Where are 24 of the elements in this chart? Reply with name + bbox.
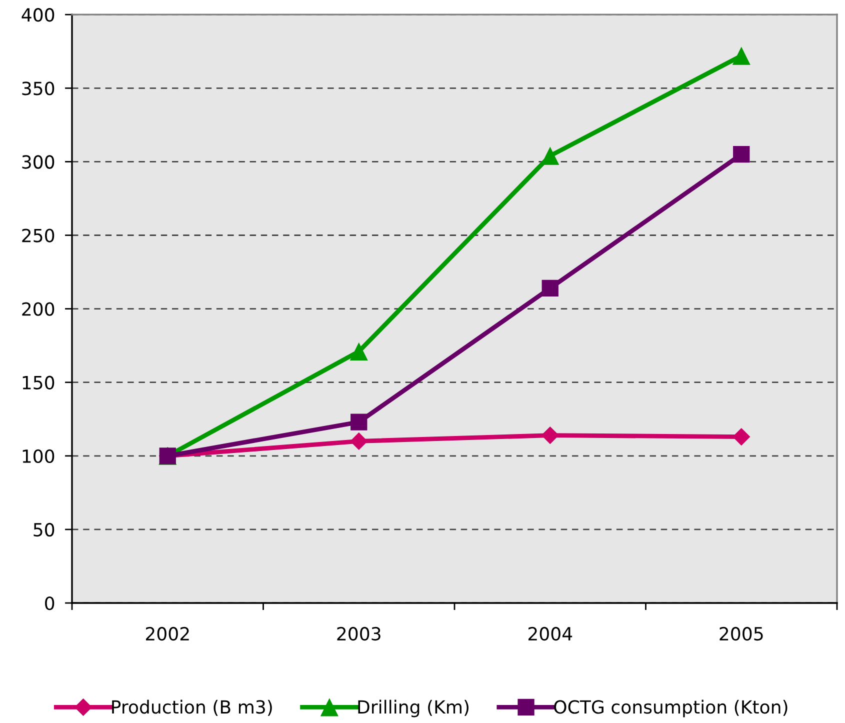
y-tick-label: 50 <box>34 522 54 537</box>
y-tick-label: 0 <box>45 596 54 610</box>
y-tick-label: 350 <box>22 82 54 96</box>
y-tick-label: 300 <box>22 155 54 169</box>
y-tick-label: 150 <box>22 376 54 390</box>
x-tick-label: 2003 <box>337 626 380 641</box>
legend-label: Production (B m3) <box>112 700 272 716</box>
x-tick-label: 2005 <box>720 626 763 641</box>
point <box>732 428 750 446</box>
point <box>350 414 368 430</box>
point <box>732 46 750 65</box>
x-tick-label: 2004 <box>528 626 572 641</box>
y-tick-label: 200 <box>22 302 54 316</box>
point <box>350 432 368 450</box>
point <box>542 280 558 297</box>
point <box>541 426 559 444</box>
y-tick-label: 250 <box>22 228 54 242</box>
legend-label: Drilling (Km) <box>358 700 468 718</box>
y-tick-label: 400 <box>22 8 54 22</box>
x-tick-label: 2002 <box>146 626 189 641</box>
point <box>350 342 368 360</box>
point <box>733 146 750 163</box>
legend-label: OCTG consumption (Kton) <box>554 700 788 718</box>
y-tick-label: 100 <box>22 449 54 464</box>
